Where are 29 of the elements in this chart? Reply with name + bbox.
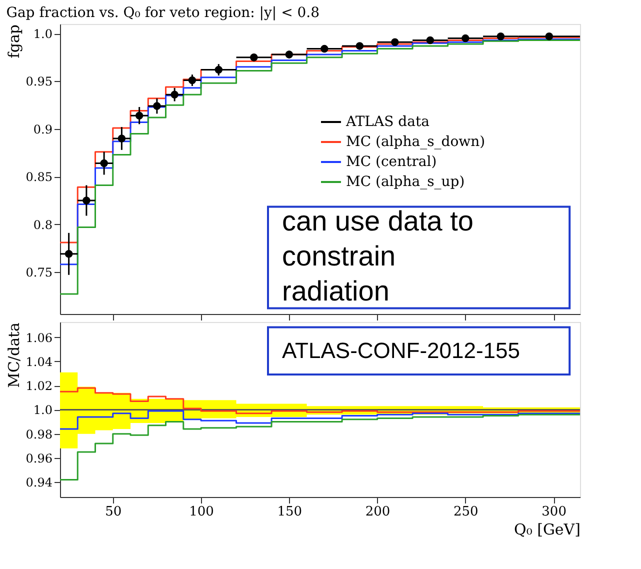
y-tick-label: 0.8 bbox=[33, 218, 52, 232]
y-tick-label: 1.0 bbox=[33, 403, 52, 418]
x-tick-label: 200 bbox=[365, 504, 390, 520]
y-tick-label: 1.02 bbox=[26, 379, 52, 394]
legend-label: MC (central) bbox=[346, 154, 437, 170]
x-axis-title: Q₀ [GeV] bbox=[514, 520, 580, 538]
y-tick-label: 0.95 bbox=[26, 74, 52, 89]
y-tick-label: 1.06 bbox=[26, 330, 52, 345]
chart-title: Gap fraction vs. Q₀ for veto region: |y| < 0.8 bbox=[6, 5, 320, 21]
x-tick-label: 100 bbox=[189, 504, 214, 520]
y-tick-label: 0.9 bbox=[33, 122, 52, 136]
y-axis-title: fgap bbox=[4, 24, 23, 58]
annotation: can use data to constrain radiation bbox=[282, 206, 474, 307]
y-tick-label: 1.04 bbox=[26, 354, 53, 369]
x-tick-label: 300 bbox=[542, 504, 566, 520]
x-tick-label: 50 bbox=[105, 504, 122, 520]
x-tick-label: 150 bbox=[277, 504, 302, 520]
y-tick-label: 0.98 bbox=[26, 427, 52, 442]
legend-label: MC (alpha_s_up) bbox=[346, 174, 465, 190]
y-tick-label: 0.75 bbox=[26, 266, 52, 280]
x-tick-label: 250 bbox=[454, 504, 478, 520]
legend-label: ATLAS data bbox=[345, 114, 430, 130]
y-tick-label: 0.85 bbox=[26, 170, 52, 184]
annotation: ATLAS-CONF-2012-155 bbox=[282, 338, 520, 363]
y-tick-label: 0.94 bbox=[26, 476, 53, 490]
legend-label: MC (alpha_s_down) bbox=[346, 134, 486, 150]
y-axis-title: MC/data bbox=[4, 322, 23, 388]
y-tick-label: 1.0 bbox=[33, 27, 52, 42]
y-tick-label: 0.96 bbox=[26, 452, 52, 466]
